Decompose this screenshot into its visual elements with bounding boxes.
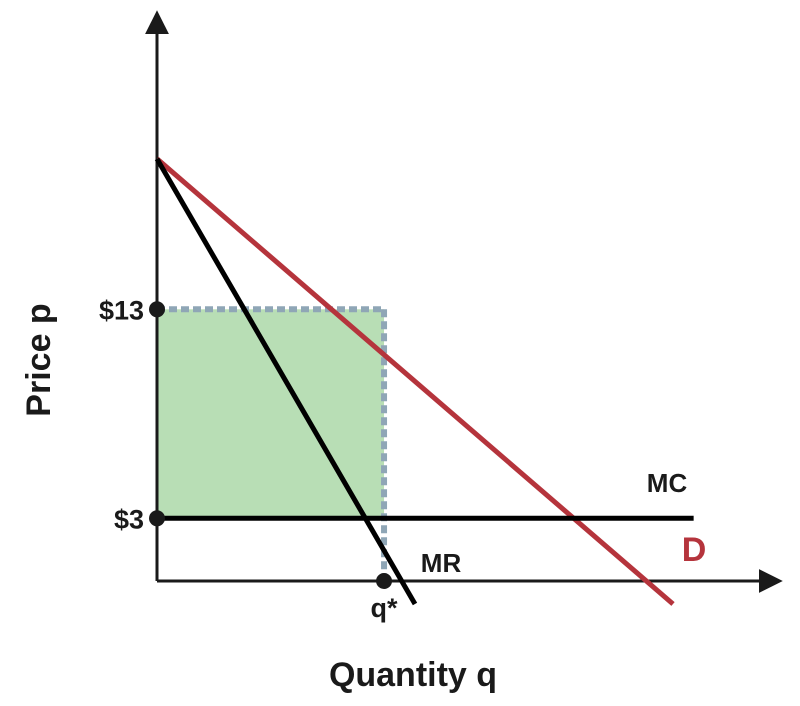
mc-label: MC	[647, 468, 688, 498]
x-tick-label-qstar: q*	[371, 593, 398, 623]
tick-dot-qstar	[376, 573, 393, 589]
mr-label: MR	[421, 548, 462, 578]
tick-dot-3	[149, 510, 165, 527]
y-tick-label-3: $3	[114, 504, 144, 534]
d-label: D	[682, 531, 707, 569]
marginal-revenue-curve	[154, 157, 418, 606]
tick-dot-13	[149, 301, 165, 318]
x-axis-title: Quantity q	[329, 656, 497, 694]
y-axis-title: Price p	[20, 303, 58, 416]
demand-curve	[155, 156, 675, 606]
y-tick-label-13: $13	[99, 295, 144, 325]
